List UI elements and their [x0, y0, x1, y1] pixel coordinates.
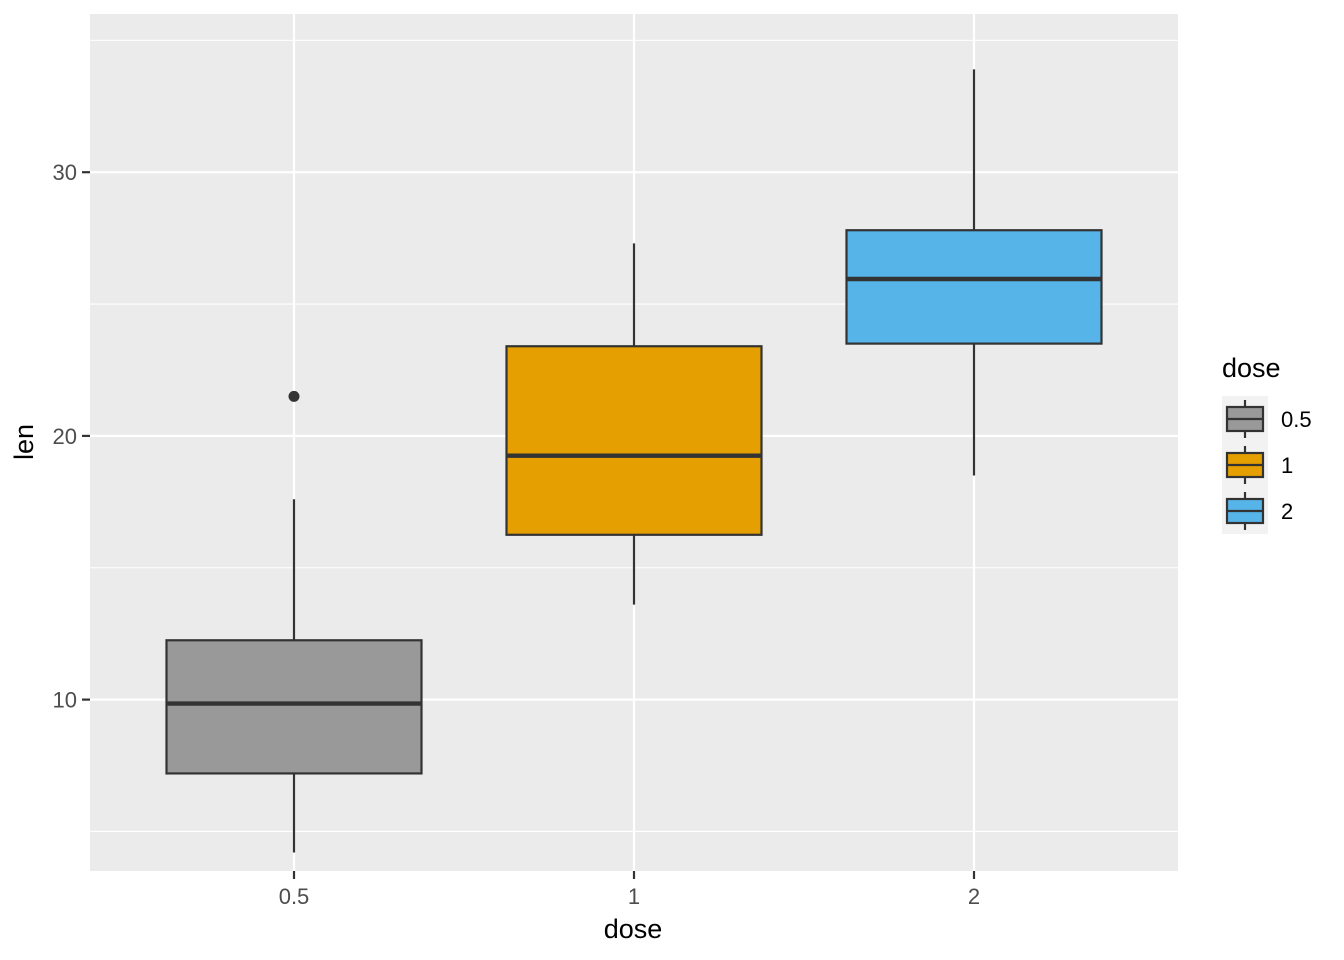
y-tick-label: 20	[53, 424, 77, 449]
axes: 10 20 30 0.5 1 2	[53, 160, 981, 909]
legend-key-1	[1225, 446, 1265, 484]
outlier-point	[288, 390, 300, 402]
boxes	[165, 69, 1103, 853]
legend-label: 2	[1281, 499, 1293, 524]
legend-label: 0.5	[1281, 407, 1312, 432]
box-1	[505, 243, 763, 605]
box-2	[845, 69, 1103, 476]
x-tick-label: 0.5	[279, 884, 310, 909]
legend-label: 1	[1281, 453, 1293, 478]
box-body	[505, 345, 763, 536]
x-tick-label: 1	[628, 884, 640, 909]
legend: dose 0.5 1 2	[1222, 353, 1312, 534]
box-body	[165, 639, 423, 775]
legend-key-2	[1225, 492, 1265, 530]
box-body	[845, 229, 1103, 345]
box-0.5	[165, 390, 423, 853]
y-tick-label: 10	[53, 688, 77, 713]
y-axis-title: len	[9, 424, 39, 460]
y-tick-label: 30	[53, 160, 77, 185]
legend-title: dose	[1222, 353, 1281, 383]
x-axis-title: dose	[604, 914, 663, 944]
x-tick-label: 2	[968, 884, 980, 909]
legend-key-0.5	[1225, 400, 1265, 438]
